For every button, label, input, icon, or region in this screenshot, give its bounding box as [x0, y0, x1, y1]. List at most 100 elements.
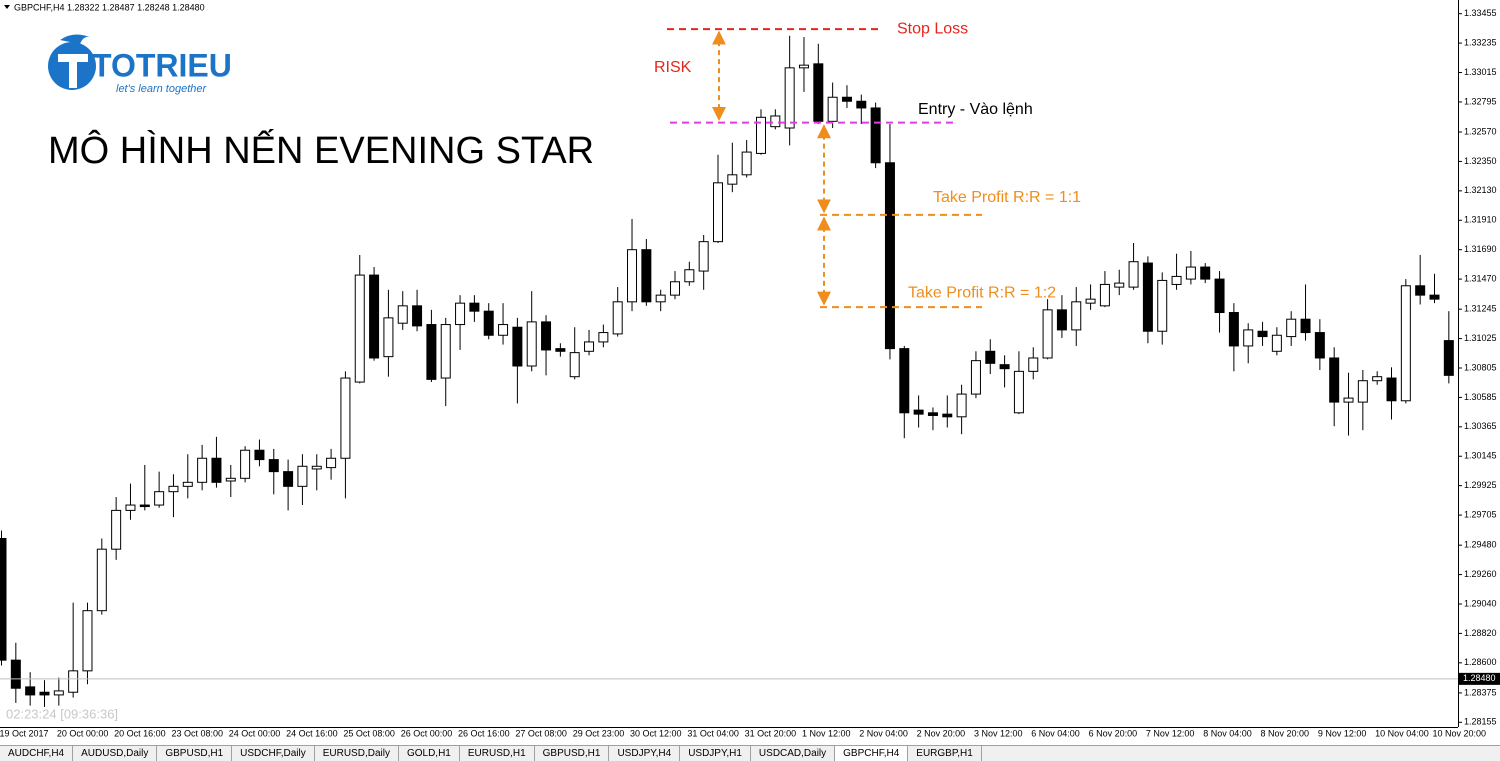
candle-body — [670, 281, 681, 296]
y-tick-label: 1.29040 — [1464, 598, 1497, 608]
candle-body — [1429, 294, 1440, 300]
candle-body — [655, 294, 666, 303]
x-tick-label: 8 Nov 04:00 — [1203, 728, 1252, 738]
candle-body — [182, 481, 193, 487]
candle-body — [1286, 318, 1297, 338]
symbol-info: GBPCHF,H4 1.28322 1.28487 1.28248 1.2848… — [14, 2, 205, 12]
candle-body — [1200, 266, 1211, 280]
candle-body — [1372, 376, 1383, 382]
candle-body — [884, 162, 895, 350]
logo: TOTRIEU let's learn together — [48, 34, 232, 95]
x-tick-label: 3 Nov 12:00 — [974, 728, 1023, 738]
x-tick-label: 24 Oct 16:00 — [286, 728, 338, 738]
x-tick-label: 30 Oct 12:00 — [630, 728, 682, 738]
candle-body — [569, 352, 580, 378]
candle-body — [798, 64, 809, 69]
candle-body — [913, 409, 924, 415]
chart-tab[interactable]: USDJPY,H1 — [680, 746, 751, 761]
x-tick-label: 20 Oct 16:00 — [114, 728, 166, 738]
candle-body — [483, 310, 494, 336]
candle-body — [541, 321, 552, 351]
chart-tab[interactable]: EURGBP,H1 — [908, 746, 982, 761]
candle-body — [440, 324, 451, 379]
x-tick-label: 25 Oct 08:00 — [343, 728, 395, 738]
candle-body — [240, 449, 251, 479]
y-tick-label: 1.32795 — [1464, 96, 1497, 106]
candle-body — [1056, 309, 1067, 331]
candle-body — [397, 305, 408, 324]
x-tick-label: 7 Nov 12:00 — [1146, 728, 1195, 738]
y-tick-label: 1.32350 — [1464, 156, 1497, 166]
candle-body — [1314, 332, 1325, 359]
candle-body — [96, 548, 107, 612]
x-tick-label: 27 Oct 08:00 — [515, 728, 567, 738]
y-tick-label: 1.31025 — [1464, 333, 1497, 343]
x-tick-label: 1 Nov 12:00 — [802, 728, 851, 738]
candle-body — [970, 360, 981, 395]
candle-body — [813, 63, 824, 122]
candle-body — [1415, 285, 1426, 296]
candle-body — [469, 302, 480, 312]
chart: GBPCHF,H4 1.28322 1.28487 1.28248 1.2848… — [0, 0, 1500, 739]
y-tick-label: 1.29260 — [1464, 569, 1497, 579]
x-tick-label: 2 Nov 20:00 — [917, 728, 966, 738]
chart-tab[interactable]: GOLD,H1 — [399, 746, 460, 761]
candle-body — [426, 324, 437, 380]
candle-body — [68, 670, 79, 693]
x-tick-label: 19 Oct 2017 — [0, 728, 49, 738]
candle-body — [512, 326, 523, 367]
y-tick-label: 1.28155 — [1464, 717, 1497, 727]
candle-body — [82, 610, 93, 672]
y-tick-label: 1.32130 — [1464, 185, 1497, 195]
chart-tab[interactable]: GBPCHF,H4 — [835, 746, 909, 761]
x-tick-label: 20 Oct 00:00 — [57, 728, 109, 738]
y-tick-label: 1.29480 — [1464, 540, 1497, 550]
candle-body — [268, 459, 279, 473]
chart-tab[interactable]: USDCAD,Daily — [751, 746, 836, 761]
candle-body — [1142, 262, 1153, 332]
candle-body — [1042, 309, 1053, 359]
candle-body — [1443, 340, 1454, 376]
candle-body — [10, 659, 21, 689]
candle-body — [1085, 298, 1096, 304]
candle-body — [1300, 318, 1311, 334]
candle-body — [684, 269, 695, 283]
y-tick-label: 1.31690 — [1464, 244, 1497, 254]
y-tick-label: 1.31245 — [1464, 304, 1497, 314]
chart-tab[interactable]: AUDUSD,Daily — [73, 746, 158, 761]
candle-body — [139, 504, 150, 508]
candle-body — [326, 457, 337, 469]
chart-title: MÔ HÌNH NẾN EVENING STAR — [48, 128, 594, 172]
candle-body — [841, 96, 852, 102]
candle-body — [741, 151, 752, 176]
level-label: Stop Loss — [897, 20, 968, 37]
candle-body — [956, 393, 967, 418]
candle-body — [211, 457, 222, 483]
chart-tab[interactable]: USDCHF,Daily — [232, 746, 315, 761]
candle-body — [25, 686, 36, 696]
candle-body — [526, 321, 537, 367]
candle-body — [1157, 279, 1168, 332]
candle-body — [1099, 283, 1110, 307]
chart-tab[interactable]: AUDCHF,H4 — [0, 746, 74, 761]
chart-tab[interactable]: GBPUSD,H1 — [157, 746, 233, 761]
y-tick-label: 1.30805 — [1464, 362, 1497, 372]
chart-tab[interactable]: GBPUSD,H1 — [535, 746, 610, 761]
candle-body — [0, 537, 7, 661]
risk-label: RISK — [654, 59, 692, 76]
y-tick-label: 1.29925 — [1464, 480, 1497, 490]
chart-tab[interactable]: EURUSD,H1 — [460, 746, 535, 761]
logo-flame — [60, 34, 92, 44]
candle-body — [1400, 285, 1411, 402]
candle-body — [455, 302, 466, 326]
candle-body — [727, 174, 738, 185]
candle-body — [1128, 261, 1139, 288]
candle-body — [154, 491, 165, 506]
candle-body — [942, 413, 953, 418]
candle-body — [1343, 397, 1354, 403]
y-tick-label: 1.28600 — [1464, 657, 1497, 667]
chart-tab[interactable]: USDJPY,H4 — [609, 746, 681, 761]
candle-body — [297, 465, 308, 487]
chart-tab[interactable]: EURUSD,Daily — [315, 746, 399, 761]
candle-body — [555, 348, 566, 352]
